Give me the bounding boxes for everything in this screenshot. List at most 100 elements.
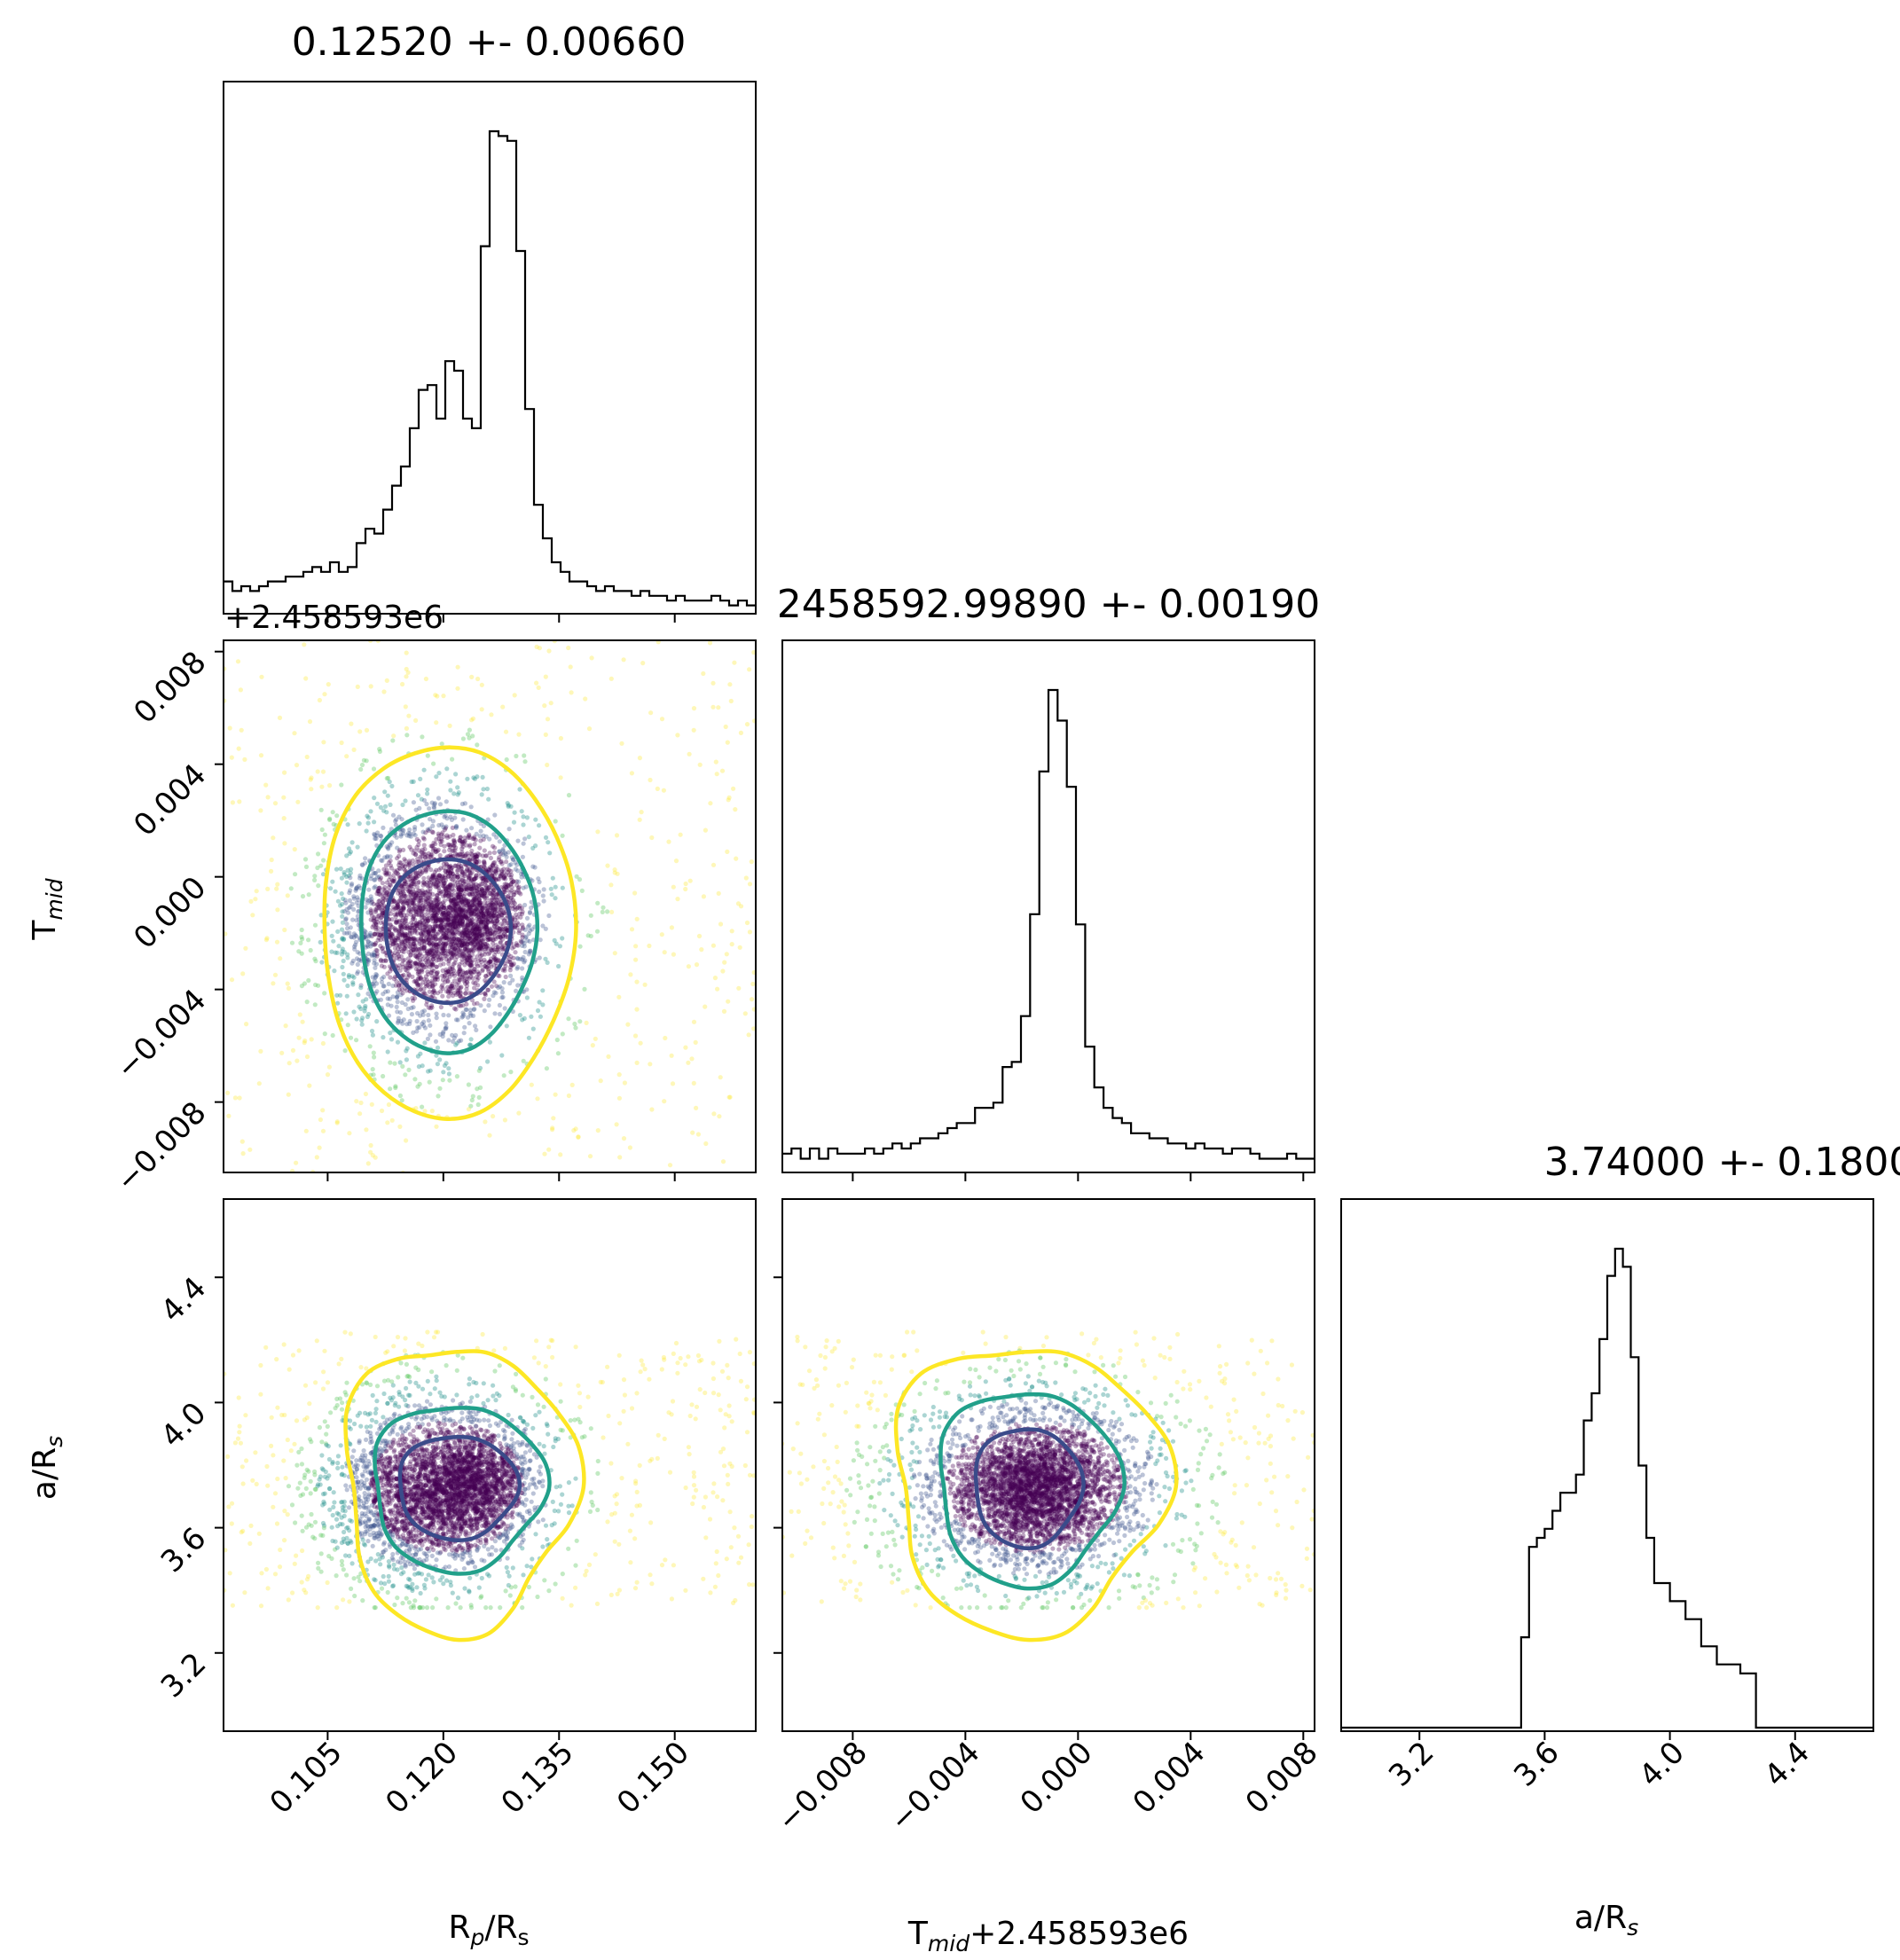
scatter-point <box>471 775 476 780</box>
scatter-point <box>496 945 501 950</box>
scatter-point <box>473 837 478 843</box>
scatter-point <box>400 890 405 895</box>
scatter-point <box>472 854 478 859</box>
scatter-point <box>477 933 483 938</box>
scatter-point <box>357 957 362 963</box>
scatter-point <box>683 1045 688 1050</box>
scatter-point <box>474 1505 479 1510</box>
scatter-point <box>480 886 485 892</box>
scatter-point <box>455 884 460 890</box>
scatter-point <box>432 873 437 878</box>
scatter-point <box>329 933 334 938</box>
scatter-point <box>513 922 519 928</box>
scatter-point <box>463 927 469 932</box>
scatter-point <box>475 899 480 905</box>
scatter-point <box>459 908 464 913</box>
scatter-point <box>479 919 484 924</box>
scatter-point <box>515 943 521 948</box>
scatter-point <box>456 911 462 916</box>
scatter-point <box>572 1021 577 1027</box>
scatter-point <box>701 894 707 899</box>
scatter-point <box>468 804 474 810</box>
scatter-point <box>491 923 497 929</box>
scatter-point <box>443 869 448 874</box>
scatter-point <box>536 876 541 882</box>
scatter-point <box>456 921 461 926</box>
scatter-point <box>414 884 420 890</box>
scatter-point <box>396 1018 401 1023</box>
scatter-point <box>472 929 477 935</box>
scatter-point <box>509 855 515 860</box>
scatter-point <box>442 814 447 819</box>
scatter-point <box>443 877 449 882</box>
scatter-point <box>429 947 435 953</box>
scatter-point <box>447 974 452 979</box>
scatter-point <box>407 925 412 930</box>
scatter-point <box>339 891 344 897</box>
scatter-point <box>436 923 441 929</box>
scatter-point <box>426 951 431 956</box>
scatter-point <box>414 922 420 928</box>
scatter-point <box>474 859 479 865</box>
scatter-point <box>397 1124 403 1129</box>
scatter-point <box>510 898 516 903</box>
scatter-point <box>385 996 390 1001</box>
scatter-point <box>277 715 283 721</box>
scatter-point <box>420 969 425 975</box>
scatter-point <box>450 929 455 935</box>
scatter-point <box>504 854 509 859</box>
scatter-point <box>431 846 436 851</box>
scatter-point <box>359 862 365 867</box>
scatter-point <box>448 814 453 819</box>
scatter-point <box>340 920 345 925</box>
scatter-point <box>414 954 420 960</box>
scatter-point <box>409 779 414 785</box>
scatter-point <box>499 861 505 866</box>
scatter-point <box>467 1007 474 1013</box>
scatter-point <box>441 861 446 866</box>
scatter-point <box>507 981 513 986</box>
scatter-point <box>451 843 457 848</box>
scatter-point <box>446 928 451 933</box>
scatter-point <box>426 930 431 936</box>
scatter-point <box>425 753 430 758</box>
scatter-point <box>733 807 738 812</box>
scatter-point <box>428 1006 433 1011</box>
scatter-point <box>527 922 532 928</box>
scatter-point <box>451 901 457 907</box>
scatter-point <box>282 1538 287 1543</box>
scatter-point <box>362 860 367 866</box>
scatter-point <box>462 930 468 936</box>
scatter-point <box>322 692 327 697</box>
scatter-point <box>398 882 404 889</box>
scatter-point <box>494 947 499 953</box>
scatter-point <box>426 915 431 921</box>
scatter-point <box>446 926 452 932</box>
scatter-point <box>302 1040 307 1046</box>
scatter-point <box>467 1021 472 1026</box>
scatter-point <box>345 910 351 915</box>
scatter-point <box>401 899 406 905</box>
scatter-point <box>452 930 458 936</box>
scatter-point <box>344 1380 349 1385</box>
scatter-point <box>452 874 458 880</box>
scatter-point <box>456 913 461 919</box>
scatter-point <box>412 928 418 933</box>
scatter-point <box>457 912 462 917</box>
scatter-point <box>357 951 363 956</box>
scatter-point <box>500 704 506 710</box>
scatter-point <box>483 991 488 996</box>
scatter-point <box>474 907 479 913</box>
scatter-point <box>465 980 470 985</box>
scatter-point <box>429 974 436 979</box>
scatter-point <box>468 947 475 953</box>
scatter-point <box>533 817 538 822</box>
scatter-point <box>406 971 412 976</box>
scatter-point <box>416 982 421 988</box>
scatter-point <box>475 859 480 865</box>
scatter-point <box>428 854 434 859</box>
scatter-point <box>477 1065 483 1070</box>
scatter-point <box>423 981 428 987</box>
scatter-point <box>536 685 541 691</box>
scatter-point <box>478 1003 483 1008</box>
